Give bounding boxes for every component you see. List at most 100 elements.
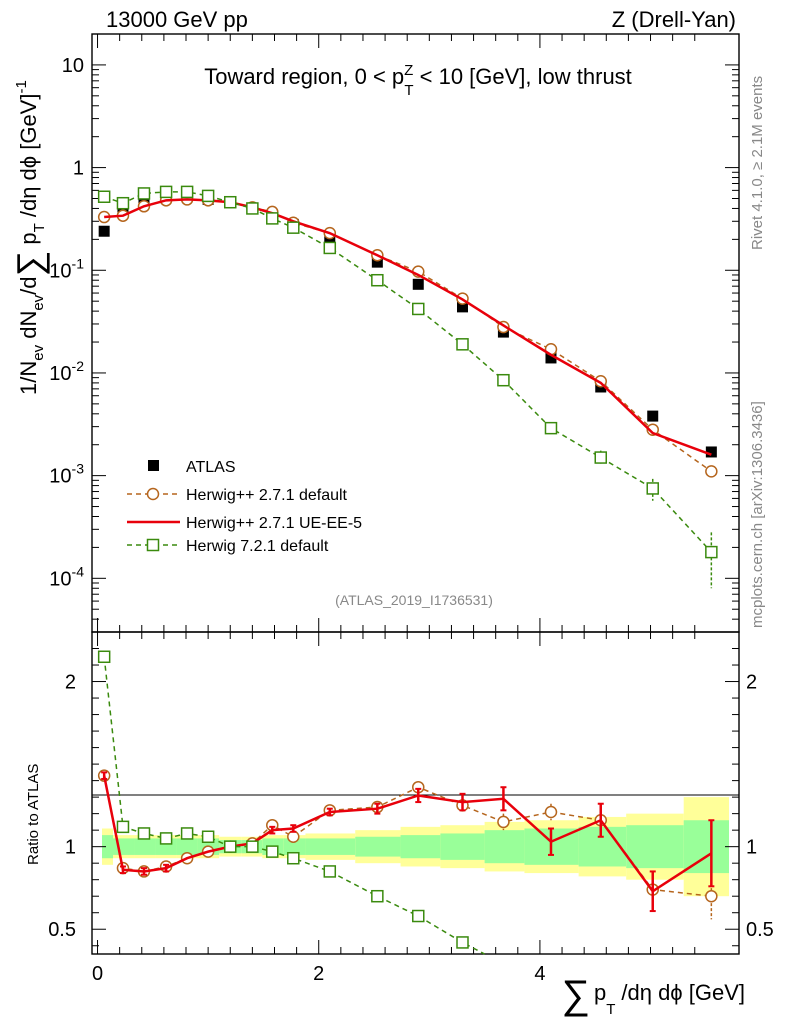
ratio-marker-square xyxy=(180,827,194,840)
series-marker-square xyxy=(412,302,425,316)
series-marker-square xyxy=(180,185,194,199)
series-marker-square xyxy=(646,482,659,495)
ratio-band-inner xyxy=(400,835,441,859)
ratio-marker-square xyxy=(371,889,384,903)
ratio-marker-square xyxy=(201,830,215,844)
atlas-data-point xyxy=(371,256,383,268)
ratio-band-inner xyxy=(626,825,684,869)
ratio-uncertainty-bands xyxy=(102,797,729,897)
legend-item-herwig-default: Herwig++ 2.7.1 default xyxy=(127,487,348,504)
legend-label-herwig-ueee5: Herwig++ 2.7.1 UE-EE-5 xyxy=(186,515,362,532)
series-marker-square xyxy=(594,451,608,464)
x-tick-label: 2 xyxy=(313,963,324,985)
ratio-band-inner xyxy=(683,820,729,874)
legend-label-herwig-default: Herwig++ 2.7.1 default xyxy=(186,487,348,504)
atlas-data-point xyxy=(412,278,424,290)
legend-item-atlas: ATLAS xyxy=(148,459,236,476)
ratio-band-inner xyxy=(440,833,485,860)
series-marker-square xyxy=(456,338,469,351)
series-marker-square xyxy=(246,202,259,215)
ratio-y-tick-label-right: 0.5 xyxy=(746,919,774,941)
ratio-band-inner xyxy=(134,838,156,855)
rivet-version-label: Rivet 4.1.0, ≥ 2.1M events xyxy=(749,76,766,250)
main-series xyxy=(97,185,718,589)
series-marker-square xyxy=(137,187,151,200)
ratio-axes: 0 2 4 2 2 1 1 0.5 0.5 xyxy=(48,632,774,985)
series-line-2 xyxy=(104,198,712,456)
x-tick-label: 0 xyxy=(92,963,103,985)
series-marker-square xyxy=(287,221,300,234)
ratio-marker-square xyxy=(159,832,173,845)
ratio-plot-frame xyxy=(91,631,740,955)
series-marker-square xyxy=(497,373,510,387)
series-marker-square xyxy=(159,185,173,199)
ratio-marker-square xyxy=(412,909,425,923)
legend-item-herwig7: Herwig 7.2.1 default xyxy=(127,538,329,555)
series-marker-square xyxy=(116,196,130,210)
series-marker-square xyxy=(223,195,237,209)
x-axis-label: ∑ pT/dη dϕ [GeV] xyxy=(561,973,745,1018)
ratio-marker-square xyxy=(137,827,151,840)
ratio-marker-circle xyxy=(544,805,558,819)
series-marker-circle xyxy=(705,465,718,478)
mcplots-label: mcplots.cern.ch [arXiv:1306.3436] xyxy=(749,401,766,628)
ratio-y-axis-label: Ratio to ATLAS xyxy=(25,764,42,865)
ratio-y-tick-label: 0.5 xyxy=(48,919,76,941)
legend-marker-atlas xyxy=(148,460,159,471)
ratio-marker-circle xyxy=(497,815,510,829)
legend-label-atlas: ATLAS xyxy=(186,459,236,476)
series-marker-square xyxy=(544,421,558,435)
x-tick-label: 4 xyxy=(534,963,545,985)
y-tick-label: 1 xyxy=(73,158,84,180)
ratio-y-tick-label-right: 2 xyxy=(746,672,757,694)
series-marker-square xyxy=(266,212,279,225)
y-axis-label: 1/Nev dNev/d∑ pT /dη dϕ [GeV]-1 xyxy=(9,80,50,395)
ratio-y-tick-label: 1 xyxy=(65,837,76,859)
ratio-band-inner xyxy=(355,836,401,857)
legend-item-herwig-ueee5: Herwig++ 2.7.1 UE-EE-5 xyxy=(127,515,362,532)
ratio-marker-square xyxy=(223,840,237,853)
ratio-series xyxy=(97,650,718,955)
ratio-y-tick-label: 2 xyxy=(65,672,76,694)
ratio-marker-square xyxy=(456,936,469,949)
series-marker-circle xyxy=(646,423,659,436)
series-marker-square xyxy=(97,190,111,204)
main-axes: 10 1 10-1 10-2 10-3 10-4 xyxy=(49,33,739,633)
analysis-id-label: (ATLAS_2019_I1736531) xyxy=(335,592,493,608)
y-tick-label: 10 xyxy=(62,55,84,77)
series-line-1 xyxy=(104,198,712,472)
legend-marker-herwig7 xyxy=(146,538,160,552)
header-right-label: Z (Drell-Yan) xyxy=(612,7,736,32)
y-tick-label: 10-3 xyxy=(49,461,84,488)
ratio-marker-square xyxy=(287,851,300,865)
legend: ATLAS Herwig++ 2.7.1 default Herwig++ 2.… xyxy=(127,459,362,555)
y-tick-label: 10-1 xyxy=(49,255,84,282)
ratio-marker-square xyxy=(97,650,111,664)
ratio-band-inner xyxy=(484,830,525,864)
atlas-data-point xyxy=(545,352,557,364)
atlas-data-point xyxy=(98,225,110,237)
y-tick-label: 10-4 xyxy=(49,563,84,590)
ratio-marker-square xyxy=(246,840,259,853)
ratio-y-tick-label-right: 1 xyxy=(746,837,757,859)
ratio-marker-square xyxy=(323,865,337,878)
ratio-marker-square xyxy=(116,820,130,834)
atlas-data-point xyxy=(457,301,469,313)
ratio-band-inner xyxy=(283,838,306,855)
atlas-data-point xyxy=(647,410,659,422)
ratio-marker-circle xyxy=(287,830,300,844)
ratio-marker-square xyxy=(266,845,279,858)
series-marker-square xyxy=(323,241,337,255)
legend-marker-herwig-default xyxy=(146,487,160,501)
ratio-band-inner xyxy=(102,835,114,859)
series-marker-square xyxy=(201,189,215,203)
atlas-data-point xyxy=(324,236,336,248)
y-tick-label: 10-2 xyxy=(49,358,84,385)
ratio-band-inner xyxy=(578,826,627,867)
header-left-label: 13000 GeV pp xyxy=(106,7,248,32)
series-marker-square xyxy=(371,273,384,287)
ratio-band-inner xyxy=(176,838,198,855)
chart-title: Toward region, 0 < pZ T < 10 [GeV], low t… xyxy=(204,62,632,99)
ratio-band-inner xyxy=(305,838,356,855)
